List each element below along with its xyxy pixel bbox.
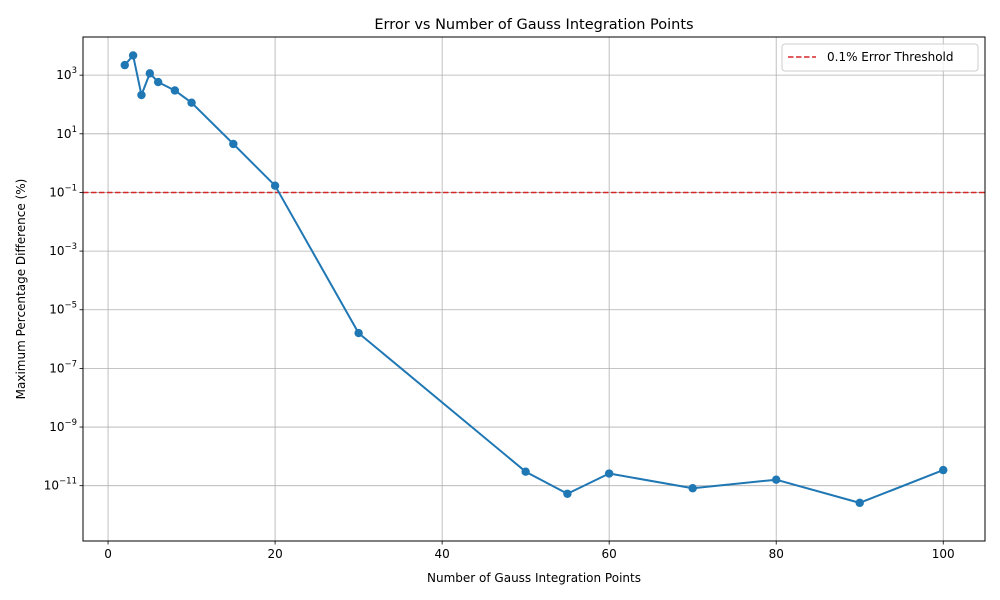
- y-tick-base: 10: [49, 420, 64, 434]
- data-point: [604, 469, 614, 478]
- data-point: [855, 498, 864, 508]
- data-point: [229, 139, 238, 149]
- y-tick-label: 10−3: [49, 242, 77, 258]
- chart-title: Error vs Number of Gauss Integration Poi…: [374, 17, 693, 33]
- y-tick-label: 103: [56, 66, 77, 82]
- data-point: [688, 484, 697, 493]
- grid: [83, 37, 985, 541]
- data-point: [145, 69, 155, 78]
- data-point: [187, 98, 196, 107]
- x-tick-label: 80: [769, 547, 784, 561]
- legend: 0.1% Error Threshold: [781, 43, 979, 72]
- y-tick-base: 10: [49, 185, 64, 199]
- x-tick-label: 40: [434, 547, 449, 561]
- data-point: [521, 467, 530, 476]
- data-point: [120, 60, 129, 70]
- data-point: [270, 181, 280, 190]
- series-layer: [120, 51, 948, 508]
- data-point: [137, 90, 146, 100]
- y-tick-exponent: 3: [72, 66, 77, 76]
- y-tick-exponent: −1: [64, 183, 77, 193]
- data-point: [772, 475, 781, 484]
- y-tick-exponent: −3: [64, 242, 77, 252]
- data-point: [153, 77, 163, 87]
- y-tick-label: 101: [56, 125, 77, 141]
- data-point: [939, 465, 948, 475]
- y-tick-exponent: 1: [72, 125, 77, 135]
- ticks: 0 20 40 60 80 10010−1110−910−710−510−310−1101…: [44, 66, 955, 561]
- legend-threshold-label: 0.1% Error Threshold: [827, 50, 954, 64]
- data-point: [128, 51, 138, 60]
- y-tick-base: 10: [49, 244, 64, 258]
- y-tick-base: 10: [49, 361, 64, 375]
- y-tick-exponent: −5: [64, 301, 77, 311]
- legend-box: [781, 43, 979, 72]
- x-tick-label: 0: [104, 547, 112, 561]
- x-axis-label: Number of Gauss Integration Points: [427, 571, 641, 585]
- y-tick-base: 10: [56, 127, 71, 141]
- y-tick-label: 10−9: [49, 418, 77, 434]
- y-tick-exponent: −9: [64, 418, 77, 428]
- y-tick-label: 10−1: [49, 183, 77, 199]
- x-tick-label: 60: [602, 547, 617, 561]
- y-tick-label: 10−7: [49, 359, 77, 375]
- x-tick-label: 100: [932, 547, 955, 561]
- data-point: [354, 328, 363, 338]
- plot-frame: [82, 36, 986, 542]
- y-tick-label: 10−5: [49, 301, 77, 317]
- x-tick-label: 20: [267, 547, 282, 561]
- y-tick-label: 10−11: [44, 477, 77, 493]
- y-tick-exponent: −11: [59, 477, 77, 487]
- y-tick-base: 10: [44, 479, 59, 493]
- data-point: [563, 489, 572, 498]
- y-tick-base: 10: [49, 303, 64, 317]
- y-tick-exponent: −7: [64, 359, 77, 369]
- y-axis-label: Maximum Percentage Difference (%): [14, 179, 28, 400]
- data-point: [170, 86, 180, 95]
- y-tick-base: 10: [56, 68, 71, 82]
